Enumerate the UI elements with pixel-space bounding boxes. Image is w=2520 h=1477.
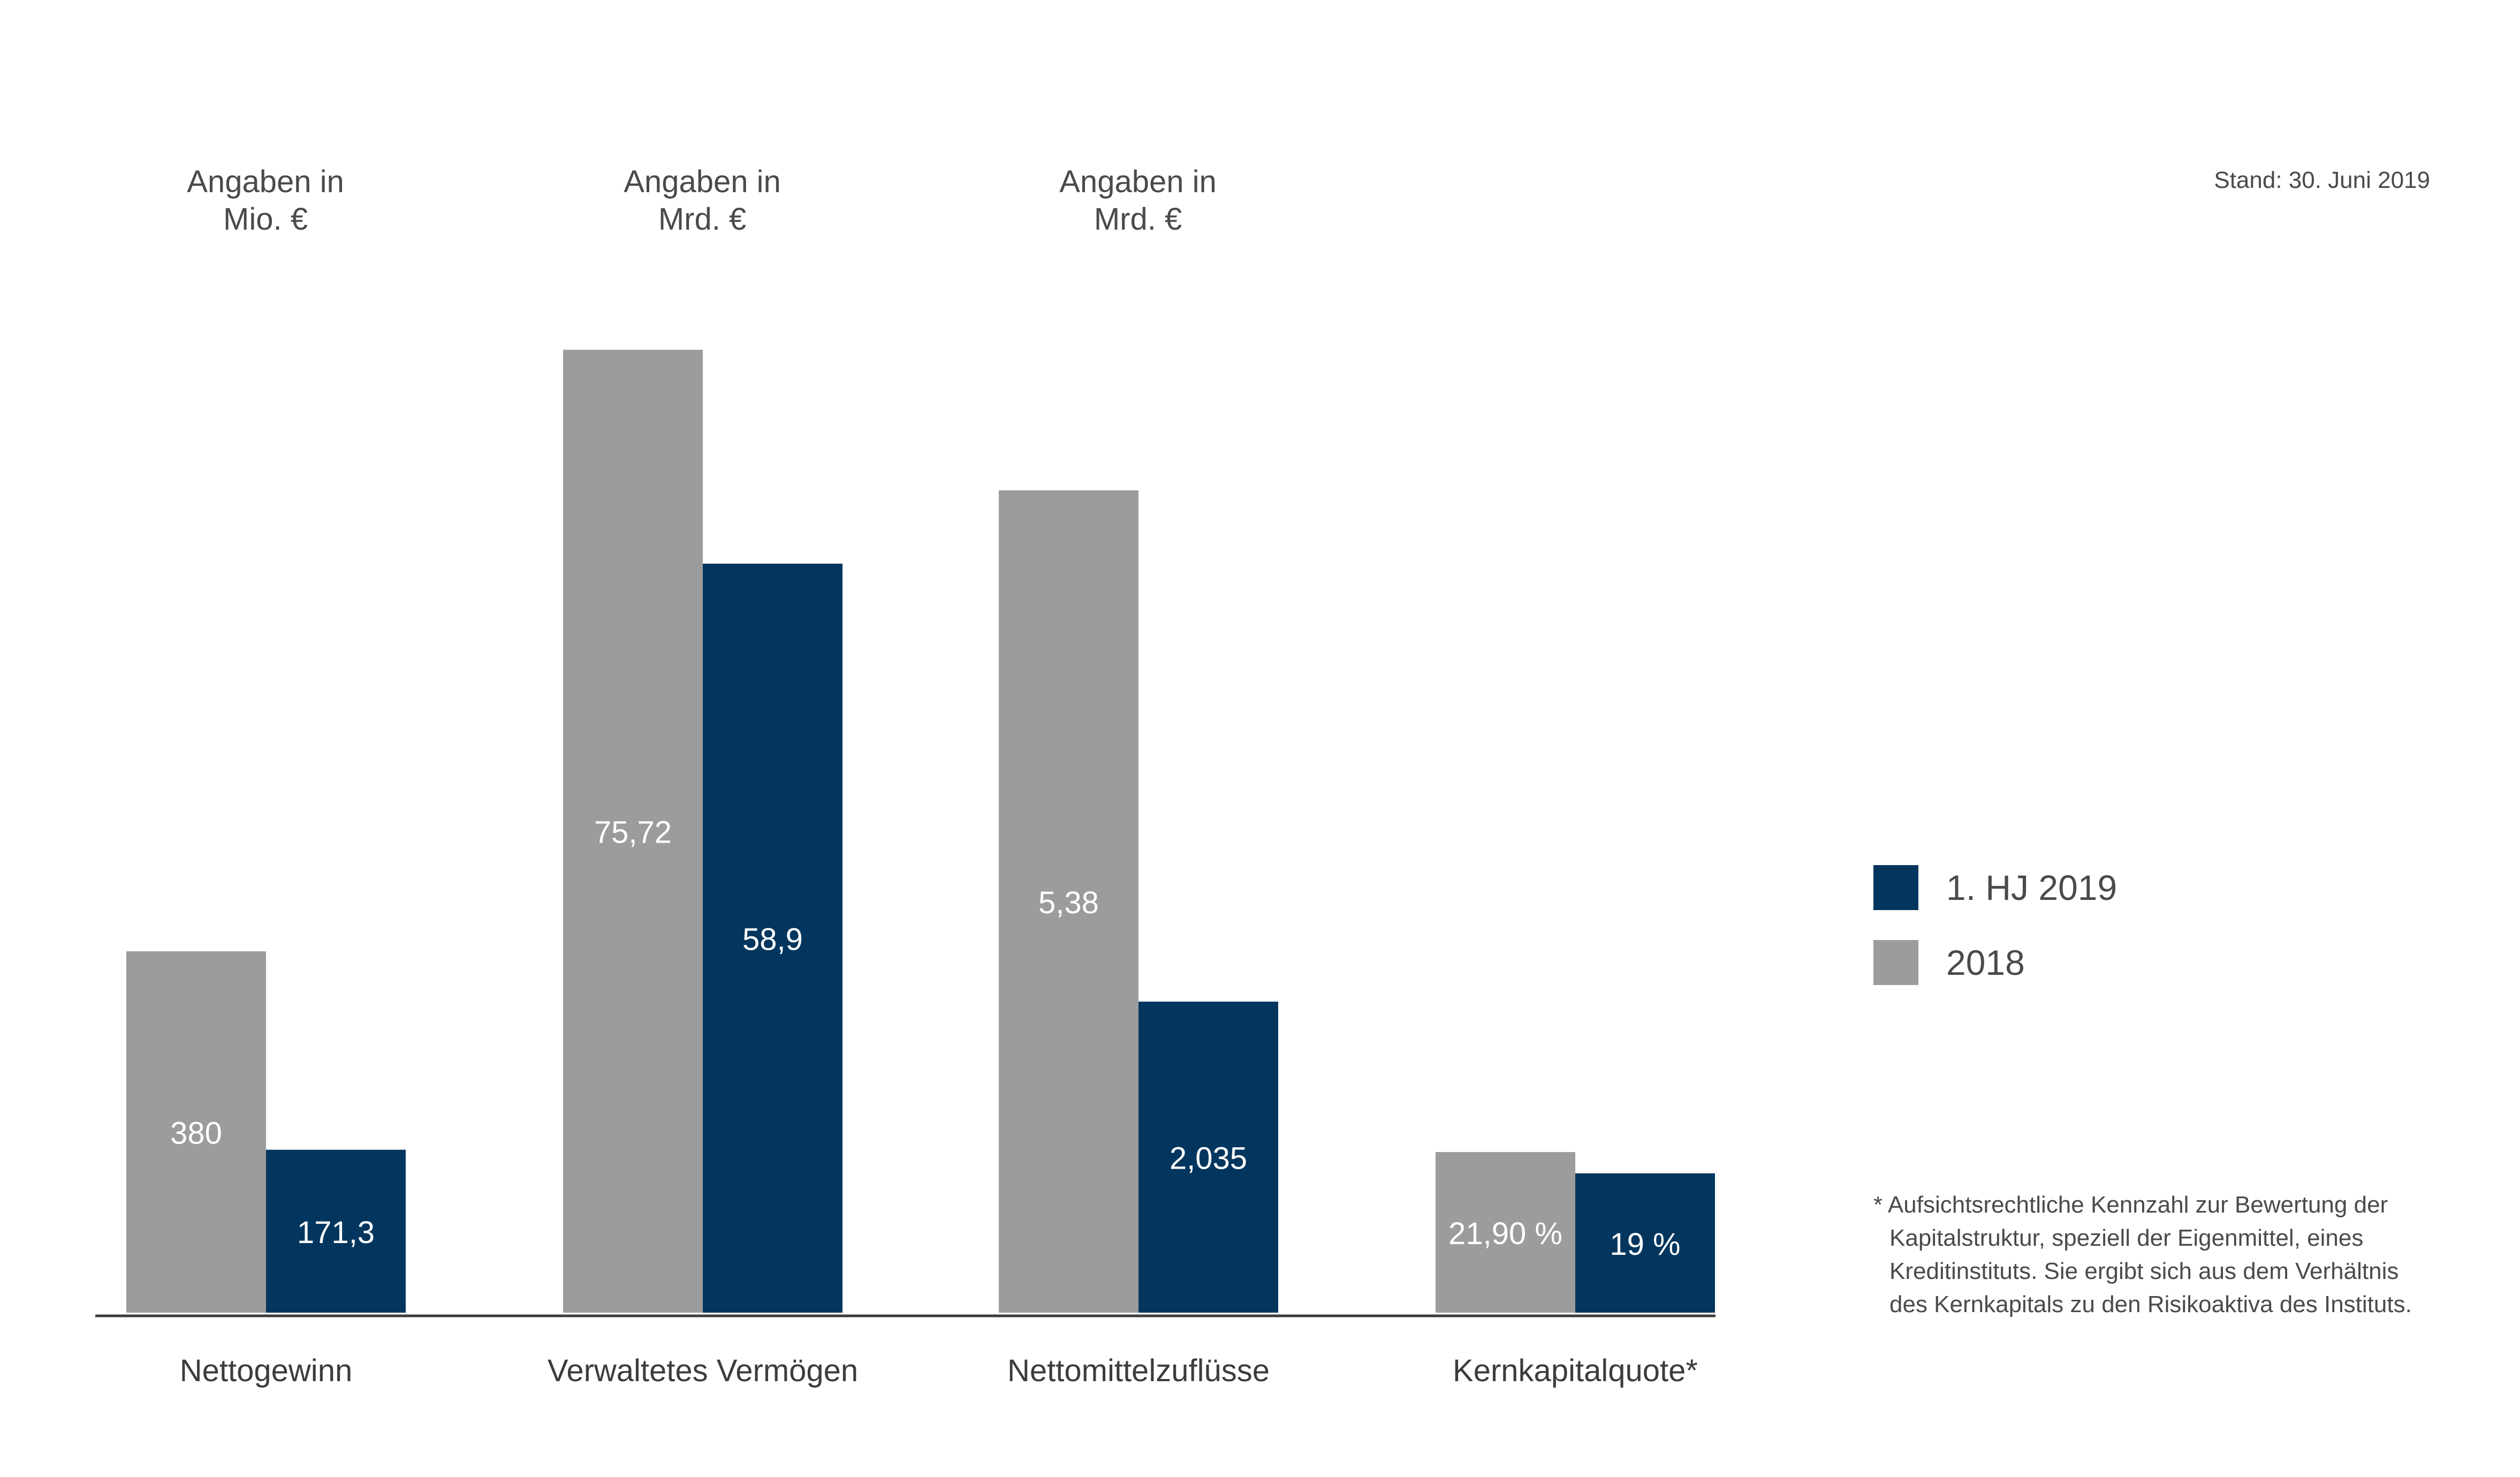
bar-hj2019-nettogewinn [266,1149,406,1313]
category-label-nettomittelzuflüsse: Nettomittelzuflüsse [1007,1353,1270,1388]
bar-hj2019-nettomittelzuflüsse [1138,1002,1278,1313]
legend-item-hj2019: 1. HJ 2019 [1873,865,2117,910]
footnote: * Aufsichtsrechtliche Kennzahl zur Bewer… [1873,1188,2451,1321]
unit-label-line1: Angaben in [187,164,344,199]
category-label-nettogewinn: Nettogewinn [180,1353,352,1388]
legend-label-2018: 2018 [1946,943,2025,982]
data-label-hj2019-nettogewinn: 171,3 [297,1215,375,1250]
stand-date: Stand: 30. Juni 2019 [2214,167,2430,193]
unit-label-line1: Angaben in [624,164,781,199]
data-label-hj2019-kernkapitalquote: 19 % [1610,1227,1680,1262]
unit-label-line2: Mrd. € [1094,202,1182,237]
footnote-line: Kapitalstruktur, speziell der Eigenmitte… [1889,1225,2364,1251]
legend: 1. HJ 2019 2018 [1873,865,2117,1015]
unit-label-line2: Mrd. € [658,202,747,237]
footnote-line: * Aufsichtsrechtliche Kennzahl zur Bewer… [1873,1192,2388,1218]
unit-label-nettomittelzufluesse: Angaben in Mrd. € [999,163,1277,238]
data-label-2018-verwaltetes-vermögen: 75,72 [594,815,672,850]
data-label-hj2019-verwaltetes-vermögen: 58,9 [742,922,803,957]
category-label-verwaltetes-vermögen: Verwaltetes Vermögen [548,1353,858,1388]
bar-2018-nettomittelzuflüsse [999,490,1138,1313]
bar-hj2019-kernkapitalquote [1575,1173,1715,1313]
bar-2018-kernkapitalquote [1436,1152,1575,1313]
unit-label-line1: Angaben in [1059,164,1217,199]
unit-label-line2: Mio. € [223,202,308,237]
footnote-line: des Kernkapitals zu den Risikoaktiva des… [1889,1291,2412,1317]
legend-swatch-2018 [1873,940,1918,985]
unit-label-nettogewinn: Angaben in Mio. € [126,163,405,238]
bar-2018-nettogewinn [126,951,266,1313]
footnote-line: Kreditinstituts. Sie ergibt sich aus dem… [1889,1258,2399,1284]
bar-hj2019-verwaltetes-vermögen [703,563,842,1313]
data-label-2018-nettogewinn: 380 [170,1116,222,1151]
category-label-kernkapitalquote: Kernkapitalquote* [1453,1353,1698,1388]
data-label-2018-nettomittelzuflüsse: 5,38 [1038,885,1099,920]
unit-label-verwaltetes-vermoegen: Angaben in Mrd. € [563,163,841,238]
data-label-2018-kernkapitalquote: 21,90 % [1448,1216,1562,1251]
bar-2018-verwaltetes-vermögen [563,350,703,1313]
legend-label-hj2019: 1. HJ 2019 [1946,868,2117,907]
data-label-hj2019-nettomittelzuflüsse: 2,035 [1170,1141,1247,1176]
legend-item-2018: 2018 [1873,940,2117,985]
legend-swatch-hj2019 [1873,865,1918,910]
